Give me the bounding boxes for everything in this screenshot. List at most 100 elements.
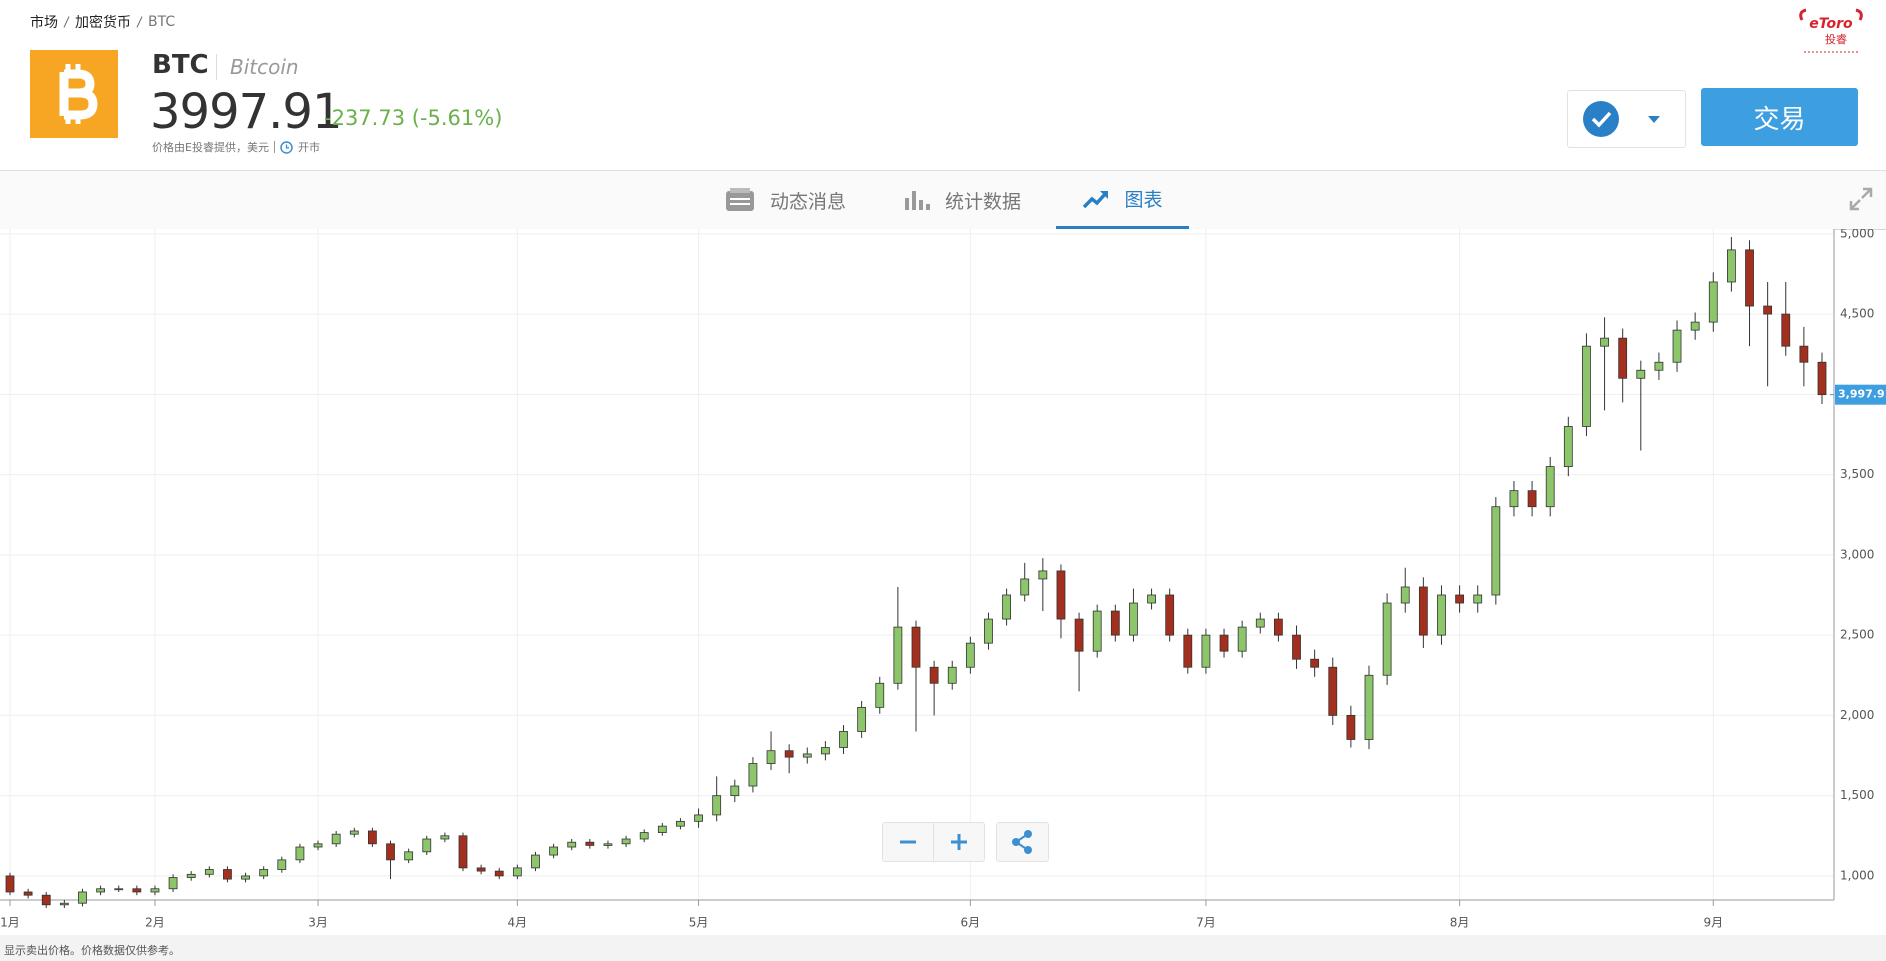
candle [349, 827, 359, 838]
candle [531, 851, 540, 872]
y-tick-label: 1,500 [1840, 788, 1874, 802]
candle [893, 586, 903, 690]
candle-body [1201, 634, 1211, 668]
candle [313, 840, 323, 851]
breadcrumb-link[interactable]: 加密货币 [75, 15, 131, 31]
candle [802, 747, 812, 764]
candle-body [422, 838, 432, 853]
candle-body [512, 867, 522, 877]
candle [1219, 628, 1229, 658]
candle [96, 885, 105, 896]
candle [1183, 628, 1193, 674]
candle [1418, 577, 1428, 648]
news-icon [726, 188, 754, 211]
candle [1274, 612, 1283, 642]
y-tick-label: 2,500 [1840, 628, 1874, 642]
tab[interactable]: 动态消息 [724, 171, 846, 229]
tab-active[interactable]: 图表 [1056, 171, 1189, 229]
candle [1745, 240, 1754, 347]
footer: 显示卖出价格。价格数据仅供参考。 [0, 935, 1886, 961]
candle-body [766, 750, 776, 764]
candle-body [1219, 634, 1229, 652]
price-change: -237.73 (-5.61%) [324, 106, 503, 130]
candle [295, 843, 305, 864]
candle-body [114, 888, 124, 891]
candle [1672, 320, 1682, 372]
candle [1237, 620, 1247, 658]
candle [1038, 558, 1048, 612]
candle-body [694, 814, 703, 822]
x-tick-label: 4月 [508, 916, 528, 930]
fullscreen-button[interactable] [1848, 186, 1874, 212]
candle [1092, 604, 1102, 658]
candle-body [204, 869, 214, 875]
candle [603, 840, 613, 849]
candle-body [476, 867, 486, 872]
watchlist-icons [1583, 101, 1660, 137]
instrument-name: Bitcoin [230, 55, 299, 79]
candle-body [1636, 369, 1646, 379]
candle [1020, 562, 1030, 602]
candle [277, 856, 287, 873]
candle-body [657, 825, 667, 833]
candle [947, 660, 957, 690]
candle [223, 866, 232, 883]
candle [1799, 326, 1809, 387]
candle [1563, 416, 1573, 477]
candle-body [440, 835, 450, 840]
candle-body [1708, 281, 1718, 323]
candle-body [947, 666, 957, 684]
candle-body [1545, 466, 1555, 508]
candle-body [313, 843, 323, 848]
divider [273, 141, 275, 153]
candle [1165, 588, 1175, 642]
candle [839, 725, 848, 754]
candle-body [730, 785, 740, 797]
candle-body [1527, 490, 1537, 508]
candle-body [567, 841, 577, 848]
candle [965, 636, 975, 674]
candle [186, 871, 196, 881]
candle [1255, 612, 1265, 634]
candle [1509, 481, 1519, 517]
candle [41, 891, 51, 909]
candle [1056, 564, 1066, 639]
candle [676, 818, 685, 830]
candle-body [1255, 618, 1265, 628]
candle-body [1727, 249, 1736, 283]
y-tick-label: 3,000 [1840, 547, 1874, 561]
brand-logo[interactable]: eToro 投睿 [1796, 8, 1866, 58]
candle-body [59, 902, 69, 906]
watchlist-button[interactable] [1567, 90, 1686, 148]
trade-button[interactable]: 交易 [1701, 88, 1858, 146]
candle [1002, 588, 1011, 626]
tab[interactable]: 统计数据 [903, 171, 1021, 229]
candle-body [1509, 490, 1519, 508]
candle [114, 885, 124, 892]
candle-body [857, 706, 867, 732]
candle [730, 779, 740, 803]
clock-icon [280, 140, 293, 154]
candle [929, 660, 939, 716]
breadcrumb-link[interactable]: 市场 [30, 15, 58, 31]
share-button[interactable] [996, 822, 1049, 862]
candle [1582, 333, 1591, 437]
candle-body [1092, 610, 1102, 652]
candle [984, 612, 993, 650]
x-tick-label: 2月 [145, 916, 165, 930]
candle [494, 867, 504, 880]
x-tick-label: 3月 [308, 916, 328, 930]
candle-body [1600, 337, 1609, 347]
candle-body [1237, 626, 1247, 652]
candle-body [585, 841, 595, 846]
candle [1364, 665, 1374, 750]
candle-body [1183, 634, 1193, 668]
candle [59, 900, 69, 909]
candle-body [494, 870, 504, 877]
candle-body [1455, 594, 1464, 604]
candle-body [150, 888, 160, 893]
candle-body [802, 753, 812, 758]
candle-body [1165, 594, 1175, 636]
breadcrumb-current: BTC [148, 14, 176, 30]
